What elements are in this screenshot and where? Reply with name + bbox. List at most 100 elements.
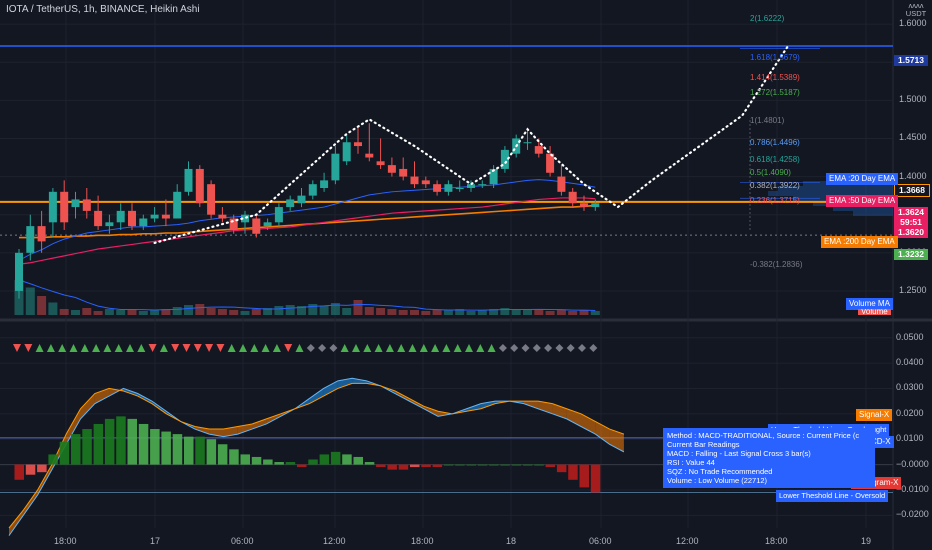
price-tag-lower-support: 1.3232 xyxy=(894,249,928,260)
histogram-bar xyxy=(590,464,601,493)
candle-body xyxy=(48,191,57,223)
signal-neutral-marker xyxy=(318,344,327,352)
candle-body xyxy=(94,210,103,227)
volume-bar xyxy=(387,309,397,315)
signal-up-marker xyxy=(295,344,304,352)
histogram-bar xyxy=(104,418,115,465)
signal-up-marker xyxy=(431,344,440,352)
volume-bar xyxy=(217,309,227,315)
histogram-bar xyxy=(432,464,443,468)
fib-label-05: 0.5(1.4090) xyxy=(750,168,791,177)
candle-body xyxy=(26,226,35,253)
candle-body xyxy=(354,142,362,147)
candle-body xyxy=(489,168,498,185)
signal-up-marker xyxy=(442,344,451,352)
histogram-bar xyxy=(477,464,488,466)
histogram-bar xyxy=(48,454,58,465)
price-tick-label: 1.4000 xyxy=(899,170,927,181)
macd-signal-fill xyxy=(23,489,38,516)
volume-bar xyxy=(477,310,487,315)
readout-heading: Current Bar Readings xyxy=(667,440,740,449)
candle-body xyxy=(274,207,283,223)
signal-neutral-marker xyxy=(306,344,315,352)
signal-down-marker xyxy=(24,344,33,352)
histogram-bar xyxy=(25,464,36,475)
signal-up-marker xyxy=(239,344,247,352)
histogram-bar xyxy=(387,464,397,470)
signal-up-marker xyxy=(126,344,134,352)
volume-bar xyxy=(353,300,363,315)
histogram-bar xyxy=(410,464,420,468)
volume-bar xyxy=(455,309,465,315)
indicator-tick-label: −0.0200 xyxy=(896,509,929,520)
histogram-bar xyxy=(353,456,363,465)
macd-signal-fill xyxy=(323,380,338,397)
candle-body xyxy=(241,214,249,223)
macd-signal-fill xyxy=(123,388,138,397)
volume-profile-bar xyxy=(768,191,893,196)
fib-label-2: 2(1.6222) xyxy=(750,14,785,23)
candle-body xyxy=(500,149,509,169)
scale-unit-top: ʌʌʌʌ xyxy=(908,1,924,10)
candle-body xyxy=(71,199,80,208)
histogram-bar xyxy=(523,464,533,466)
signal-up-marker xyxy=(103,344,112,352)
signal-neutral-marker xyxy=(555,344,564,352)
indicator-tick-label: 0.0200 xyxy=(896,407,924,418)
macd-line xyxy=(8,377,625,536)
candle-body xyxy=(467,184,475,188)
ema20-line xyxy=(18,179,596,261)
candle-body xyxy=(15,252,23,291)
signal-neutral-marker xyxy=(510,344,519,352)
fib-label-1414: 1.414(1.5389) xyxy=(750,73,800,82)
volume-bar xyxy=(150,310,160,315)
candle-body xyxy=(161,214,170,219)
readout-macd: MACD : Falling - Last Signal Cross 3 bar… xyxy=(667,449,811,458)
signal-up-marker xyxy=(35,344,44,352)
pattern-projection-path xyxy=(153,45,789,244)
scale-unit[interactable]: ʌʌʌʌ USDT xyxy=(902,2,930,18)
volume-bar xyxy=(342,308,352,315)
candle-body xyxy=(568,191,577,204)
volume-bar xyxy=(138,311,148,315)
candle-body xyxy=(150,214,159,219)
signal-neutral-marker xyxy=(329,344,338,352)
histogram-bar xyxy=(489,464,499,466)
histogram-bar xyxy=(466,464,476,466)
candle-body xyxy=(263,222,272,227)
signal-up-marker xyxy=(227,344,236,352)
volume-bar xyxy=(37,296,47,315)
readout-rsi: RSI : Value 44 xyxy=(667,458,715,467)
price-tick-label: 1.5000 xyxy=(899,94,927,105)
histogram-bar xyxy=(37,464,47,473)
macd-signal-fill xyxy=(237,423,253,435)
macd-signal-fill xyxy=(137,393,152,404)
readout-volume: Volume : Low Volume (22712) xyxy=(667,476,768,485)
time-tick-label: 18:00 xyxy=(54,536,77,546)
volume-bar xyxy=(285,305,295,315)
volume-profile-bar xyxy=(833,206,893,211)
volume-bar xyxy=(398,310,408,315)
histogram-bar xyxy=(545,464,556,468)
histogram-bar xyxy=(93,423,104,465)
histogram-bar xyxy=(184,436,194,465)
candle-body xyxy=(331,153,340,181)
histogram-bar xyxy=(161,431,171,465)
macd-signal-fill xyxy=(409,398,424,409)
volume-bar xyxy=(511,310,521,315)
histogram-bar xyxy=(116,416,126,465)
time-tick-label: 06:00 xyxy=(589,536,612,546)
macd-signal-fill xyxy=(352,378,367,384)
ema50-label: EMA :50 Day EMA xyxy=(826,195,899,207)
fib-label-neg0382: -0.382(1.2836) xyxy=(750,260,803,269)
histogram-bar xyxy=(398,464,409,470)
volume-bar xyxy=(308,304,318,315)
candle-body xyxy=(342,142,351,162)
indicator-tick-label: 0.0400 xyxy=(896,357,924,368)
time-tick-label: 17 xyxy=(150,536,161,546)
volume-bar xyxy=(161,309,171,315)
signal-up-marker xyxy=(397,344,406,352)
volume-bar xyxy=(432,310,442,315)
histogram-bar xyxy=(240,454,250,465)
